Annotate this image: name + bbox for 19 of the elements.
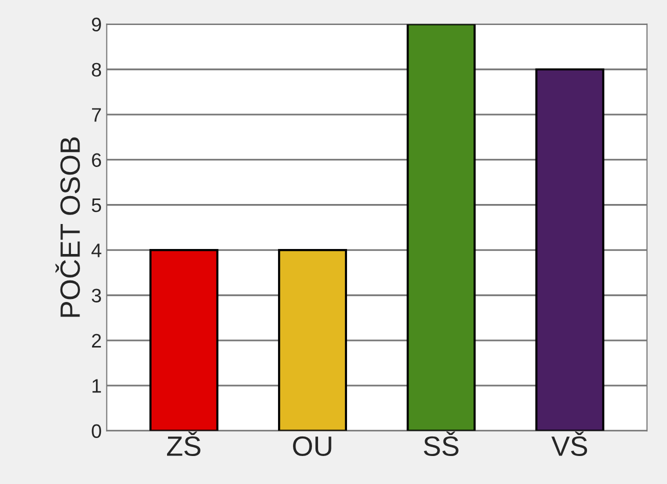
bar [278, 249, 348, 431]
y-tick-label: 6 [92, 153, 102, 167]
x-tick-label: OU [293, 436, 332, 456]
bar [149, 249, 218, 431]
y-axis-title: POČET OSOB [55, 137, 80, 317]
y-tick-label: 5 [92, 198, 102, 212]
y-tick-label: 8 [92, 62, 102, 77]
y-tick-label: 4 [91, 244, 102, 258]
x-tick-label: SŠ [424, 431, 458, 456]
x-tick-label: VŠ [551, 431, 588, 456]
bar [406, 24, 476, 431]
y-tick-label: 0 [92, 424, 102, 438]
bar [535, 68, 604, 431]
y-tick-label: 7 [92, 108, 101, 122]
y-tick-label: 9 [92, 18, 101, 32]
y-tick-label: 1 [92, 379, 101, 393]
y-tick-label: 2 [92, 334, 101, 348]
y-tick-label: 3 [92, 288, 102, 302]
x-tick-label: ZŠ [167, 431, 200, 456]
